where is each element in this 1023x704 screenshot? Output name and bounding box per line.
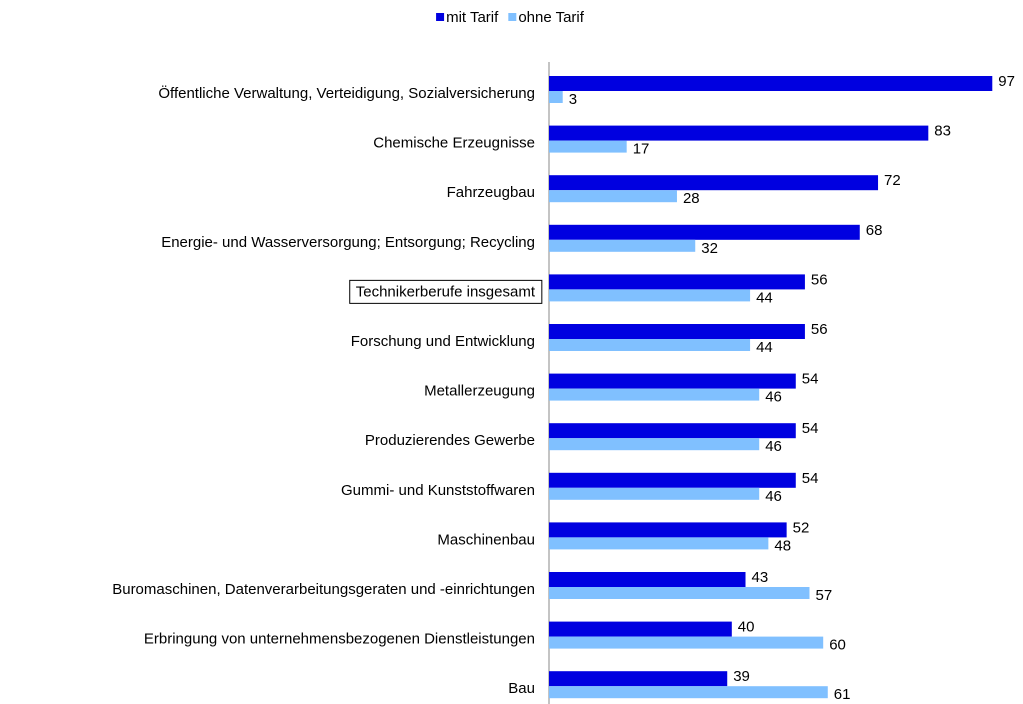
bar [549,636,824,649]
bar [549,289,751,302]
category-label: Bau [508,680,535,697]
value-label: 68 [866,222,883,239]
bar [549,274,805,290]
value-label: 97 [998,73,1015,90]
value-label: 61 [834,686,851,703]
category-label: Metallerzeugung [424,383,535,400]
value-label: 54 [802,371,819,388]
value-label: 46 [765,488,782,505]
bar [549,537,769,550]
value-label: 44 [756,339,773,356]
category-label: Energie- und Wasserversorgung; Entsorgun… [161,234,535,251]
bar [549,487,760,500]
value-label: 48 [774,537,791,554]
value-label: 54 [802,420,819,437]
value-label: 52 [793,519,810,536]
value-label: 46 [765,438,782,455]
bar [549,140,627,153]
value-label: 46 [765,389,782,406]
value-label: 3 [569,91,577,108]
legend-swatch [436,13,445,21]
value-label: 39 [733,668,750,685]
value-label: 56 [811,321,828,338]
value-label: 17 [633,141,650,158]
category-label: Fahrzeugbau [447,184,535,201]
category-label: Chemische Erzeugnisse [373,135,535,152]
category-label: Buromaschinen, Datenverarbeitungsgeraten… [112,581,535,598]
value-label: 56 [811,271,828,288]
bar [549,438,760,451]
bar [549,587,810,599]
bar [549,671,728,687]
category-label: Öffentliche Verwaltung, Verteidigung, So… [158,84,535,102]
bar [549,522,787,538]
value-label: 54 [802,470,819,487]
category-label: Erbringung von unternehmensbezogenen Die… [144,631,535,648]
value-label: 72 [884,172,901,189]
value-label: 83 [934,123,951,140]
bar [549,388,760,401]
category-label: Technikerberufe insgesamt [356,283,536,300]
bar [549,76,993,91]
bar [549,339,751,351]
legend-label: ohne Tarif [518,9,584,26]
bar [549,224,860,240]
bar [549,190,677,203]
bar [549,472,796,488]
bar [549,686,828,699]
category-label: Gummi- und Kunststoffwaren [341,482,535,499]
category-highlight-box [349,279,543,304]
value-label: 57 [815,587,832,604]
category-label: Produzierendes Gewerbe [365,432,535,449]
value-label: 43 [752,569,769,586]
value-label: 40 [738,619,755,636]
value-label: 32 [701,240,718,257]
category-label: Forschung und Entwicklung [351,333,535,350]
legend-label: mit Tarif [446,9,499,26]
bar [549,572,746,587]
bar [549,373,796,389]
bar [549,621,732,637]
bar [549,91,563,103]
value-label: 60 [829,637,846,654]
category-label: Maschinenbau [437,531,535,548]
bar [549,125,929,141]
bar [549,423,796,439]
bar [549,324,805,339]
legend-swatch [508,13,517,21]
value-label: 44 [756,289,773,306]
bar [549,175,879,191]
bar [549,239,696,252]
value-label: 28 [683,190,700,207]
